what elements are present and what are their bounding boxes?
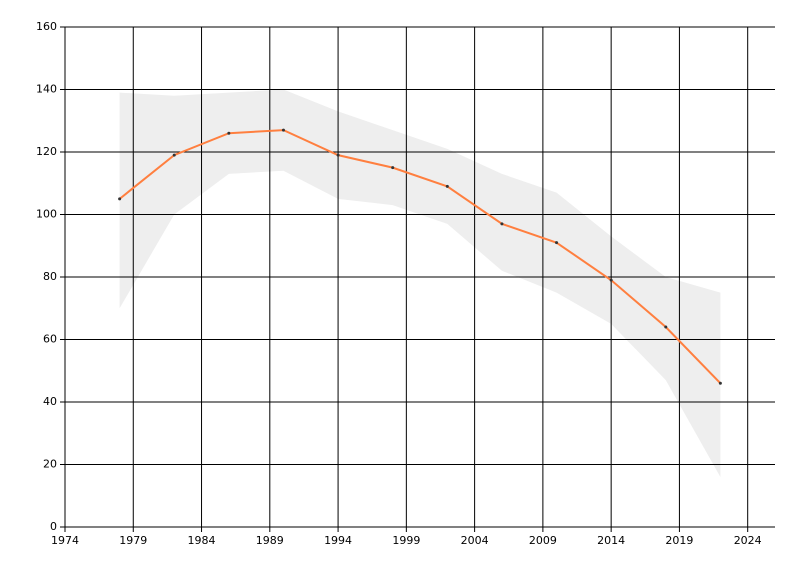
point bbox=[336, 153, 340, 157]
y-tick-label: 80 bbox=[43, 270, 57, 283]
confidence-band bbox=[119, 89, 721, 477]
y-tick-label: 0 bbox=[50, 520, 57, 533]
point bbox=[445, 184, 449, 188]
point bbox=[391, 166, 395, 170]
x-tick-label: 1999 bbox=[392, 534, 420, 547]
point bbox=[718, 381, 722, 385]
x-tick-label: 2004 bbox=[461, 534, 489, 547]
point bbox=[227, 131, 231, 135]
point bbox=[281, 128, 285, 132]
x-tick-label: 2014 bbox=[597, 534, 625, 547]
x-tick-label: 1979 bbox=[119, 534, 147, 547]
y-tick-label: 40 bbox=[43, 395, 57, 408]
x-tick-label: 1984 bbox=[188, 534, 216, 547]
y-tick-label: 20 bbox=[43, 458, 57, 471]
y-tick-label: 160 bbox=[36, 20, 57, 33]
line bbox=[118, 129, 722, 384]
y-tick-label: 60 bbox=[43, 333, 57, 346]
x-tick-label: 2009 bbox=[529, 534, 557, 547]
x-tick-label: 1974 bbox=[51, 534, 79, 547]
point bbox=[500, 222, 504, 226]
y-tick-label: 120 bbox=[36, 145, 57, 158]
point bbox=[118, 197, 122, 201]
point bbox=[172, 153, 176, 157]
x-tick-label: 2024 bbox=[734, 534, 762, 547]
y-tick-label: 140 bbox=[36, 83, 57, 96]
x-tick-label: 2019 bbox=[665, 534, 693, 547]
x-tick-label: 1994 bbox=[324, 534, 352, 547]
x-tick-label: 1989 bbox=[256, 534, 284, 547]
point bbox=[555, 241, 559, 245]
point bbox=[664, 325, 668, 329]
point bbox=[609, 278, 613, 282]
y-tick-label: 100 bbox=[36, 208, 57, 221]
